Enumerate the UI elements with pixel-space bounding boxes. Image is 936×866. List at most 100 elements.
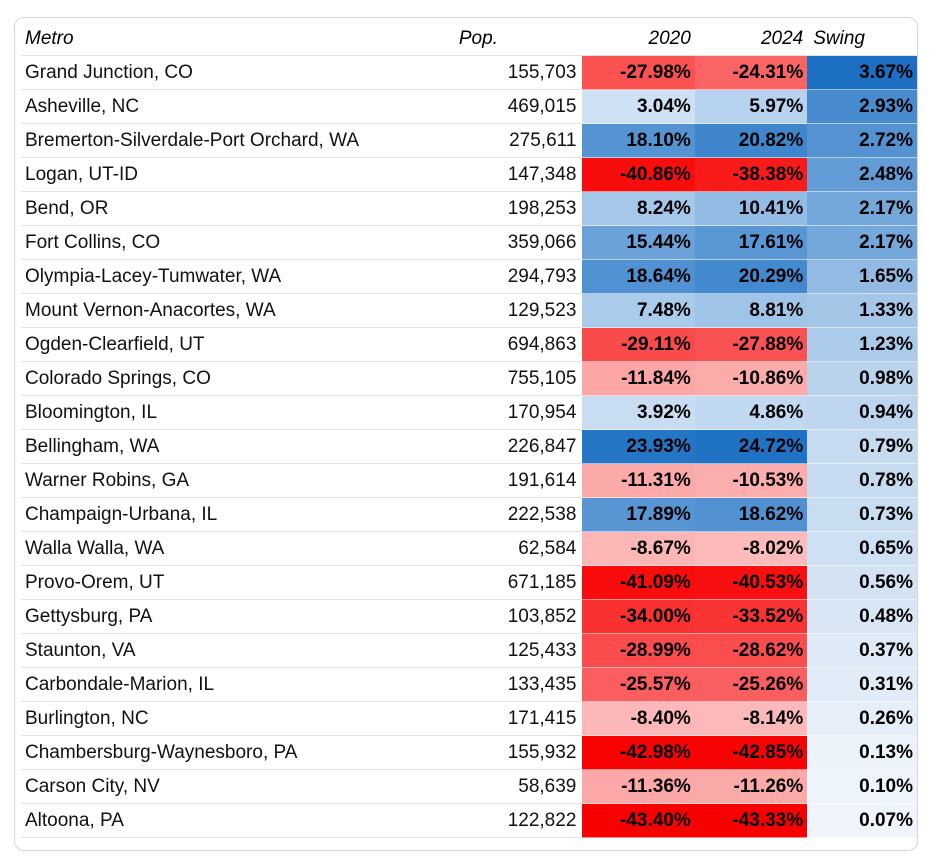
table-row: Gettysburg, PA 103,852 -34.00% -33.52% 0.48% <box>21 599 917 635</box>
table-row: Staunton, VA 125,433 -28.99% -28.62% 0.37% <box>21 633 917 669</box>
cell-swing: 0.56% <box>807 565 917 601</box>
cell-metro: Mount Vernon-Anacortes, WA <box>21 293 451 329</box>
cell-metro: Colorado Springs, CO <box>21 361 451 397</box>
cell-2024: 24.72% <box>694 429 808 465</box>
cell-2024: 18.62% <box>694 497 808 533</box>
cell-pop: 191,614 <box>450 463 583 499</box>
header-swing: Swing <box>807 22 917 57</box>
cell-swing: 0.31% <box>807 667 917 703</box>
cell-metro: Provo-Orem, UT <box>21 565 451 601</box>
table-row: Colorado Springs, CO 755,105 -11.84% -10.86… <box>21 361 917 397</box>
cell-2020: -11.31% <box>582 463 695 499</box>
cell-2024: 4.86% <box>694 395 808 431</box>
cell-2024: -28.62% <box>694 633 808 669</box>
cell-2020: 23.93% <box>582 429 695 465</box>
cell-swing: 0.98% <box>807 361 917 397</box>
table-row: Logan, UT-ID 147,348 -40.86% -38.38% 2.48% <box>21 157 917 193</box>
cell-2024: -43.33% <box>694 803 808 839</box>
header-2020: 2020 <box>582 22 695 57</box>
cell-swing: 0.37% <box>807 633 917 669</box>
cell-swing: 0.07% <box>807 803 917 839</box>
cell-2024: 17.61% <box>694 225 808 261</box>
cell-2024: -38.38% <box>694 157 808 193</box>
cell-2024: -10.53% <box>694 463 808 499</box>
table-row: Carson City, NV 58,639 -11.36% -11.26% 0.10% <box>21 769 917 805</box>
table-row: Bellingham, WA 226,847 23.93% 24.72% 0.79% <box>21 429 917 465</box>
cell-metro: Staunton, VA <box>21 633 451 669</box>
cell-pop: 62,584 <box>450 531 583 567</box>
table-row: Chambersburg-Waynesboro, PA 155,932 -42.98… <box>21 735 917 771</box>
cell-swing: 1.65% <box>807 259 917 295</box>
cell-metro: Bend, OR <box>21 191 451 227</box>
cell-2024: 5.97% <box>694 89 808 125</box>
cell-pop: 226,847 <box>450 429 583 465</box>
cell-metro: Burlington, NC <box>21 701 451 737</box>
cell-metro: Chambersburg-Waynesboro, PA <box>21 735 451 771</box>
cell-swing: 0.26% <box>807 701 917 737</box>
cell-swing: 0.13% <box>807 735 917 771</box>
table-row: Walla Walla, WA 62,584 -8.67% -8.02% 0.65% <box>21 531 917 567</box>
table-row: Bloomington, IL 170,954 3.92% 4.86% 0.94% <box>21 395 917 431</box>
table-row: Fort Collins, CO 359,066 15.44% 17.61% 2.17% <box>21 225 917 261</box>
cell-pop: 133,435 <box>450 667 583 703</box>
cell-2020: -8.67% <box>582 531 695 567</box>
cell-2024: -8.14% <box>694 701 808 737</box>
table-row: Bend, OR 198,253 8.24% 10.41% 2.17% <box>21 191 917 227</box>
cell-pop: 694,863 <box>450 327 583 363</box>
cell-2020: -8.40% <box>582 701 695 737</box>
cell-2020: -34.00% <box>582 599 695 635</box>
table-row: Provo-Orem, UT 671,185 -41.09% -40.53% 0.56% <box>21 565 917 601</box>
cell-pop: 755,105 <box>450 361 583 397</box>
cell-pop: 171,415 <box>450 701 583 737</box>
header-pop: Pop. <box>450 22 583 57</box>
cell-2024: -24.31% <box>694 55 808 91</box>
cell-2024: -10.86% <box>694 361 808 397</box>
table-row: Ogden-Clearfield, UT 694,863 -29.11% -27.88… <box>21 327 917 363</box>
table-row: Altoona, PA 122,822 -43.40% -43.33% 0.07% <box>21 803 917 839</box>
cell-2020: 7.48% <box>582 293 695 329</box>
cell-pop: 294,793 <box>450 259 583 295</box>
cell-2020: -41.09% <box>582 565 695 601</box>
cell-2020: -40.86% <box>582 157 695 193</box>
cell-2024: 20.82% <box>694 123 808 159</box>
cell-metro: Logan, UT-ID <box>21 157 451 193</box>
cell-2024: -8.02% <box>694 531 808 567</box>
data-table-card: Metro Pop. 2020 2024 Swing Grand Junctio… <box>14 17 918 851</box>
cell-swing: 0.48% <box>807 599 917 635</box>
cell-2024: -40.53% <box>694 565 808 601</box>
cell-2020: 18.10% <box>582 123 695 159</box>
cell-metro: Walla Walla, WA <box>21 531 451 567</box>
cell-metro: Grand Junction, CO <box>21 55 451 91</box>
cell-swing: 0.10% <box>807 769 917 805</box>
cell-metro: Asheville, NC <box>21 89 451 125</box>
cell-2020: -11.36% <box>582 769 695 805</box>
cell-pop: 122,822 <box>450 803 583 839</box>
cell-2020: 3.04% <box>582 89 695 125</box>
table-row: Asheville, NC 469,015 3.04% 5.97% 2.93% <box>21 89 917 125</box>
cell-swing: 3.67% <box>807 55 917 91</box>
cell-2020: -27.98% <box>582 55 695 91</box>
cell-2020: 8.24% <box>582 191 695 227</box>
cell-2020: 17.89% <box>582 497 695 533</box>
cell-2020: 15.44% <box>582 225 695 261</box>
cell-pop: 125,433 <box>450 633 583 669</box>
metro-swing-table: Metro Pop. 2020 2024 Swing Grand Junctio… <box>21 22 917 839</box>
cell-pop: 147,348 <box>450 157 583 193</box>
cell-pop: 103,852 <box>450 599 583 635</box>
cell-2024: 10.41% <box>694 191 808 227</box>
cell-swing: 0.73% <box>807 497 917 533</box>
cell-2020: -42.98% <box>582 735 695 771</box>
cell-swing: 2.72% <box>807 123 917 159</box>
cell-2024: -11.26% <box>694 769 808 805</box>
header-row: Metro Pop. 2020 2024 Swing <box>21 22 917 57</box>
table-row: Carbondale-Marion, IL 133,435 -25.57% -25.2… <box>21 667 917 703</box>
cell-pop: 359,066 <box>450 225 583 261</box>
cell-2024: -27.88% <box>694 327 808 363</box>
cell-pop: 671,185 <box>450 565 583 601</box>
cell-2024: -25.26% <box>694 667 808 703</box>
cell-2024: -42.85% <box>694 735 808 771</box>
cell-swing: 0.65% <box>807 531 917 567</box>
table-row: Bremerton-Silverdale-Port Orchard, WA 275… <box>21 123 917 159</box>
table-body: Grand Junction, CO 155,703 -27.98% -24.31% 3… <box>21 55 917 839</box>
cell-metro: Ogden-Clearfield, UT <box>21 327 451 363</box>
